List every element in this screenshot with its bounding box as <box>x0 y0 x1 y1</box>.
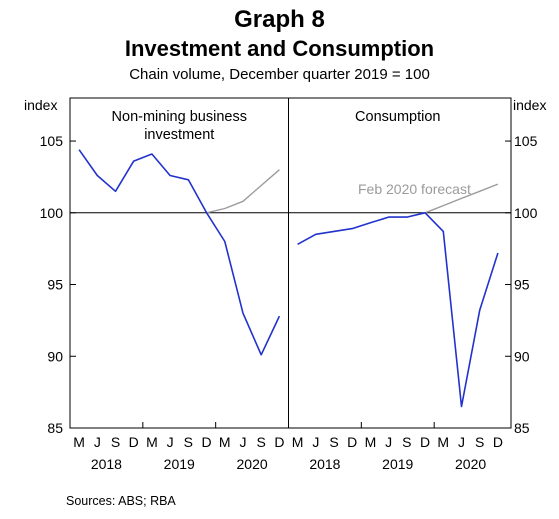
x-tick-label: M <box>146 434 158 450</box>
x-year-label: 2019 <box>164 456 195 472</box>
x-tick-label: S <box>184 434 193 450</box>
series-line-forecast <box>424 183 499 214</box>
y-tick-label-right: 100 <box>514 205 538 221</box>
x-tick-label: D <box>202 434 212 450</box>
series-line-actual <box>297 212 499 408</box>
panel-title: Non-mining business <box>112 109 247 125</box>
x-tick-label: D <box>493 434 503 450</box>
x-tick-label: J <box>385 434 392 450</box>
y-tick-label-right: 90 <box>514 348 530 364</box>
series-line-actual <box>78 149 281 356</box>
panel-title: investment <box>144 127 214 143</box>
x-tick-label: J <box>94 434 101 450</box>
x-year-label: 2020 <box>455 456 486 472</box>
x-tick-label: J <box>312 434 319 450</box>
x-year-label: 2018 <box>91 456 122 472</box>
x-tick-label: S <box>329 434 338 450</box>
chart-subtitle: Chain volume, December quarter 2019 = 10… <box>129 66 430 83</box>
x-year-label: 2020 <box>237 456 268 472</box>
y-tick-label-left: 95 <box>47 277 63 293</box>
x-tick-label: S <box>257 434 266 450</box>
x-tick-label: M <box>219 434 231 450</box>
panel-title: Consumption <box>355 109 440 125</box>
x-tick-label: D <box>129 434 139 450</box>
graph-number: Graph 8 <box>234 6 325 33</box>
series-line-forecast <box>206 169 280 214</box>
x-year-label: 2019 <box>382 456 413 472</box>
x-tick-label: M <box>437 434 449 450</box>
x-tick-label: D <box>420 434 430 450</box>
y-tick-label-left: 105 <box>40 133 64 149</box>
y-tick-label-right: 105 <box>514 133 538 149</box>
y-tick-label-left: 90 <box>47 348 63 364</box>
x-tick-label: J <box>167 434 174 450</box>
x-tick-label: S <box>475 434 484 450</box>
forecast-label: Feb 2020 forecast <box>358 181 471 197</box>
x-tick-label: M <box>73 434 85 450</box>
x-tick-label: M <box>365 434 377 450</box>
plot-frame <box>69 97 512 429</box>
x-tick-label: S <box>111 434 120 450</box>
y-tick-label-left: 100 <box>40 205 64 221</box>
x-tick-label: J <box>458 434 465 450</box>
x-tick-label: S <box>402 434 411 450</box>
y-tick-label-right: 85 <box>514 420 530 436</box>
x-tick-label: D <box>274 434 284 450</box>
x-tick-label: M <box>292 434 304 450</box>
x-year-label: 2018 <box>309 456 340 472</box>
x-tick-label: D <box>347 434 357 450</box>
y-axis-label-left: index <box>24 97 57 113</box>
y-tick-label-left: 85 <box>47 420 63 436</box>
chart-title: Investment and Consumption <box>124 36 435 61</box>
chart-source: Sources: ABS; RBA <box>66 494 176 508</box>
y-axis-label-right: index <box>513 97 546 113</box>
x-tick-label: J <box>239 434 246 450</box>
y-tick-label-right: 95 <box>514 277 530 293</box>
